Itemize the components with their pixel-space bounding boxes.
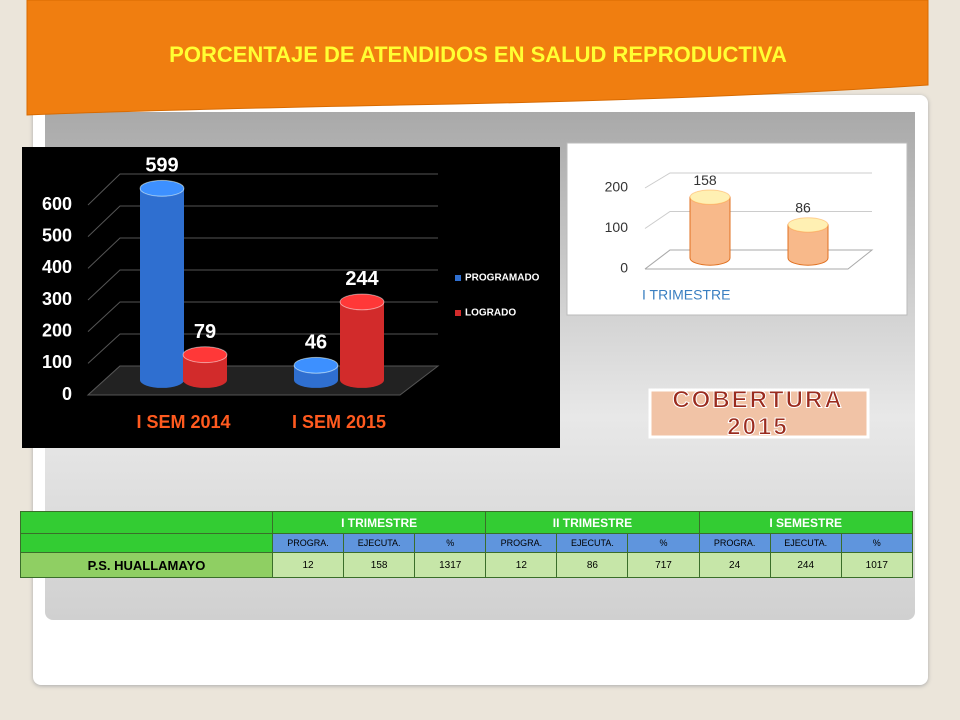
row: PROGRA. EJECUTA.% PROGRA. EJECUTA.% PROGRA. E… [20, 533, 913, 553]
y-tick-label: 100 [605, 219, 629, 235]
bar [183, 354, 227, 388]
grid-line [87, 333, 438, 364]
value-label: 86 [795, 200, 811, 216]
value-label: 244 [345, 268, 379, 290]
title: PORCENTAJE DE ATENDIDOS EN SALUD REPRODU… [169, 42, 787, 67]
value-label: 79 [194, 321, 216, 343]
legend-swatch [455, 275, 461, 281]
cell: 244 [769, 552, 842, 578]
chart2-bg [566, 142, 908, 316]
x-tick-label: I SEM 2015 [292, 412, 386, 432]
badge-text: 2015 [727, 413, 788, 440]
y-tick-label: 400 [42, 257, 72, 277]
y-tick-label: 200 [605, 179, 629, 195]
grid-line [87, 269, 438, 301]
grid-line [87, 237, 438, 269]
cell: 1017 [840, 552, 913, 578]
badge-box [648, 388, 870, 439]
bar-top [139, 179, 185, 197]
x-tick-label: I SEM 2014 [136, 412, 230, 432]
bar [787, 224, 829, 266]
grid-line [644, 172, 872, 189]
cell: 717 [627, 552, 700, 578]
cell: PROGRA. [698, 533, 771, 553]
grid-line [87, 205, 438, 238]
cell: II TRIMESTRE [485, 511, 700, 534]
banner [26, 0, 929, 116]
badge-text: COBERTURA [672, 386, 843, 413]
data-table: I TRIMESTRE II TRIMESTRE I SEMESTRE PROGRA.… [20, 511, 913, 578]
cell: % [414, 533, 487, 553]
y-tick-label: 0 [62, 384, 72, 404]
cell: % [840, 533, 913, 553]
grid-line [87, 301, 438, 333]
value-label: 158 [693, 172, 717, 188]
cell: 24 [698, 552, 771, 578]
y-tick-label: 600 [42, 194, 72, 214]
cell: EJECUTA. [556, 533, 629, 553]
y-tick-label: 0 [620, 260, 628, 276]
bar-top [182, 346, 228, 364]
y-tick-label: 300 [42, 289, 72, 309]
bar-top [787, 217, 829, 233]
cell [20, 533, 273, 553]
bar-top [293, 356, 339, 374]
cell: 158 [343, 552, 416, 578]
cell: 12 [485, 552, 558, 578]
cell: 86 [556, 552, 629, 578]
floor [644, 249, 874, 270]
cell: % [627, 533, 700, 553]
cell: 12 [271, 552, 345, 578]
cell: EJECUTA. [343, 533, 416, 553]
bar [140, 188, 185, 388]
cell: PROGRA. [485, 533, 558, 553]
legend-swatch [455, 310, 461, 316]
value-label: 46 [305, 332, 327, 354]
cell: I TRIMESTRE [271, 511, 487, 534]
grid-line [644, 211, 872, 229]
row: I TRIMESTRE II TRIMESTRE I SEMESTRE [20, 511, 913, 534]
legend-label: PROGRAMADO [465, 273, 540, 284]
bar [689, 196, 731, 266]
row: P.S. HUALLAMAYO 12 158 1317 12 86 717 24 244 1017 [20, 552, 913, 578]
legend-label: LOGRADO [465, 308, 516, 319]
x-axis-label: I TRIMESTRE [642, 287, 730, 303]
cell: I SEMESTRE [698, 511, 913, 534]
cell: P.S. HUALLAMAYO [20, 552, 273, 578]
bar-top [689, 189, 731, 205]
cell: PROGRA. [271, 533, 345, 553]
cell: 1317 [414, 552, 487, 578]
y-tick-label: 500 [42, 225, 72, 245]
y-tick-label: 100 [42, 352, 72, 372]
cell [20, 511, 273, 534]
value-label: 599 [145, 155, 178, 177]
cell: EJECUTA. [769, 533, 842, 553]
bar-top [339, 293, 385, 311]
chart1-bg [22, 147, 560, 448]
y-tick-label: 200 [42, 320, 72, 340]
grid-line [87, 173, 438, 206]
bar [340, 301, 384, 388]
